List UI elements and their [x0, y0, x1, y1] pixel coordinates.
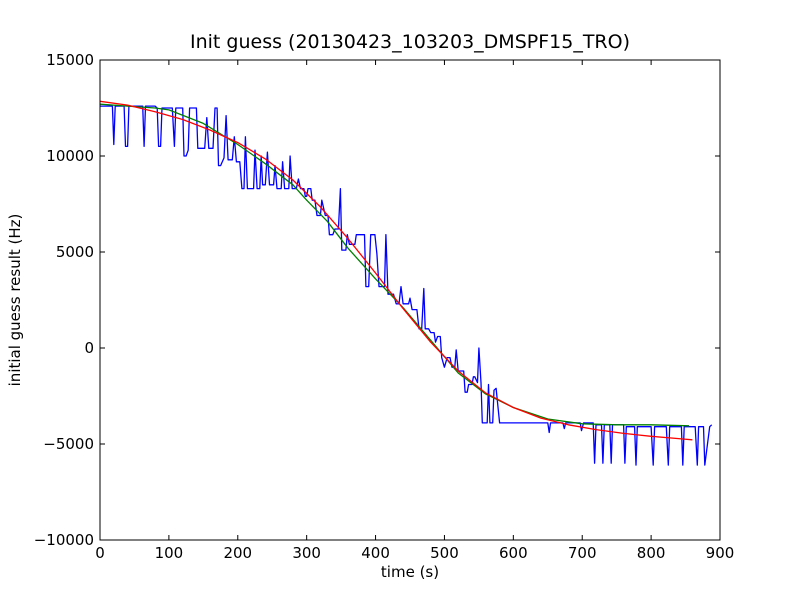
series-layer	[100, 100, 713, 466]
x-tick-label: 100	[155, 544, 184, 562]
chart-title: Init guess (20130423_103203_DMSPF15_TRO)	[190, 31, 630, 53]
x-tick-label: 500	[430, 544, 459, 562]
x-tick-label: 900	[706, 544, 735, 562]
plot-frame	[99, 59, 721, 541]
x-tick-label: 300	[292, 544, 321, 562]
y-axis-label: initial guess result (Hz)	[6, 214, 24, 387]
x-tick-label: 400	[361, 544, 390, 562]
y-tick-label: −10000	[34, 531, 94, 549]
y-tick-label: 10000	[46, 147, 94, 165]
y-tick-label: −5000	[43, 435, 94, 453]
series-line-1	[100, 105, 713, 466]
y-tick-label: 5000	[56, 243, 94, 261]
x-tick-label: 800	[637, 544, 666, 562]
series-line-3	[100, 100, 693, 441]
series-line-2	[100, 103, 690, 427]
tick-layer: 0 100 200 300 400 500 600 700 800 900 −10000 −5000 0…	[34, 51, 735, 562]
y-tick-label: 0	[84, 339, 94, 357]
x-axis-label: time (s)	[381, 563, 439, 581]
y-tick-label: 15000	[46, 51, 94, 69]
x-tick-label: 200	[223, 544, 252, 562]
x-tick-label: 0	[95, 544, 105, 562]
x-tick-label: 700	[568, 544, 597, 562]
x-tick-label: 600	[499, 544, 528, 562]
